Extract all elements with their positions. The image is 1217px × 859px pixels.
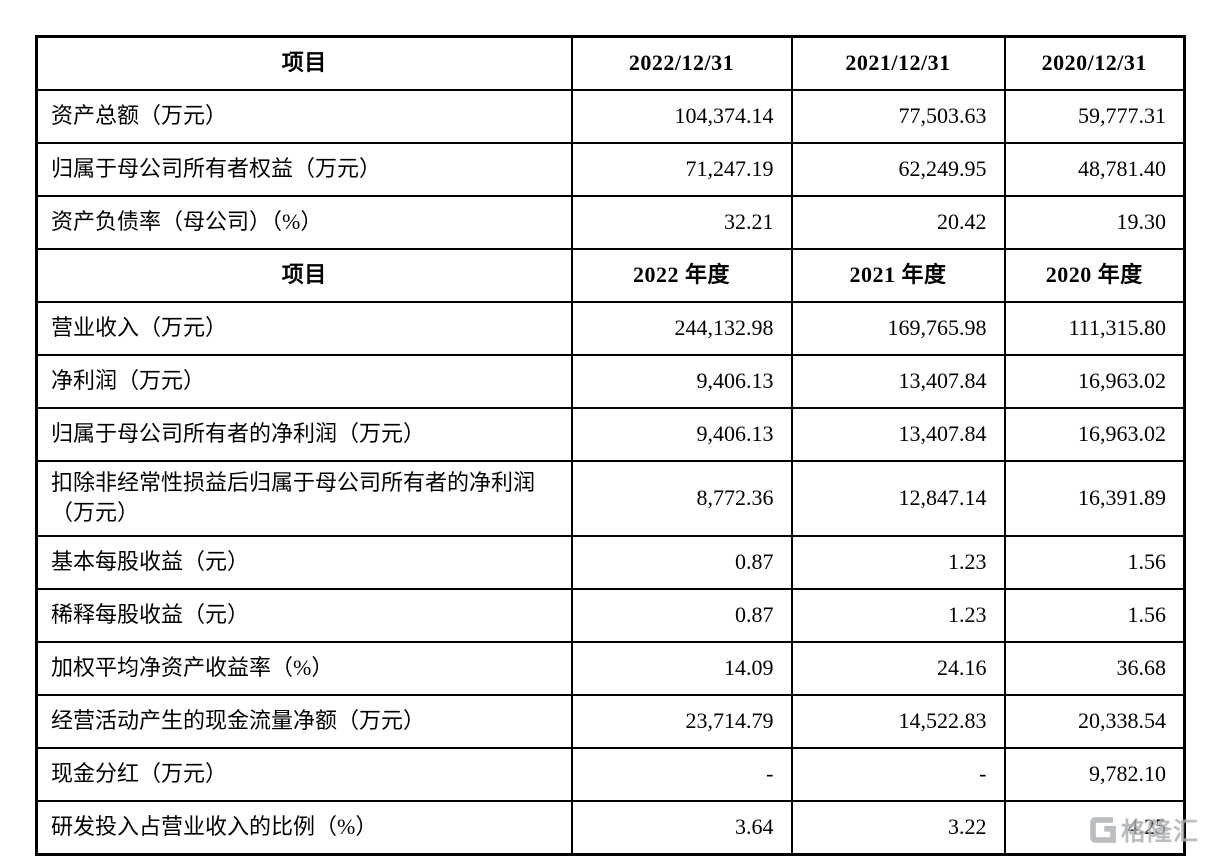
cell-value: 3.64 (570, 800, 793, 856)
column-header-2021-annual: 2021 年度 (790, 247, 1006, 303)
column-header-2021-12-31: 2021/12/31 (790, 35, 1006, 91)
cell-value: 9,406.13 (570, 353, 793, 409)
cell-value: 32.21 (570, 194, 793, 250)
column-header-item: 项目 (35, 247, 573, 303)
cell-value: 244,132.98 (570, 300, 793, 356)
table-row-operating-cash-flow: 经营活动产生的现金流量净额（万元） 23,714.79 14,522.83 20… (35, 694, 1186, 750)
cell-value: 169,765.98 (790, 300, 1006, 356)
cell-value: - (790, 747, 1006, 803)
row-label: 净利润（万元） (35, 353, 573, 409)
cell-value: - (570, 747, 793, 803)
column-header-2020-12-31: 2020/12/31 (1003, 35, 1186, 91)
row-label: 现金分红（万元） (35, 747, 573, 803)
cell-value: 48,781.40 (1003, 141, 1186, 197)
column-header-item: 项目 (35, 35, 573, 91)
cell-value: 13,407.84 (790, 406, 1006, 462)
row-label: 加权平均净资产收益率（%） (35, 641, 573, 697)
cell-value: 104,374.14 (570, 88, 793, 144)
cell-value: 0.87 (570, 535, 793, 591)
cell-value: 14.09 (570, 641, 793, 697)
cell-value: 8,772.36 (570, 459, 793, 538)
cell-value: 59,777.31 (1003, 88, 1186, 144)
table-row-parent-net-profit: 归属于母公司所有者的净利润（万元） 9,406.13 13,407.84 16,… (35, 406, 1186, 462)
row-label: 稀释每股收益（元） (35, 588, 573, 644)
row-label: 扣除非经常性损益后归属于母公司所有者的净利润（万元） (35, 459, 573, 538)
table-row-weighted-roe: 加权平均净资产收益率（%） 14.09 24.16 36.68 (35, 641, 1186, 697)
cell-value: 4.25 (1003, 800, 1186, 856)
table-row-total-assets: 资产总额（万元） 104,374.14 77,503.63 59,777.31 (35, 88, 1186, 144)
cell-value: 23,714.79 (570, 694, 793, 750)
cell-value: 9,406.13 (570, 406, 793, 462)
row-label: 基本每股收益（元） (35, 535, 573, 591)
cell-value: 16,963.02 (1003, 406, 1186, 462)
cell-value: 13,407.84 (790, 353, 1006, 409)
cell-value: 3.22 (790, 800, 1006, 856)
row-label: 归属于母公司所有者权益（万元） (35, 141, 573, 197)
cell-value: 24.16 (790, 641, 1006, 697)
table-row-parent-equity: 归属于母公司所有者权益（万元） 71,247.19 62,249.95 48,7… (35, 141, 1186, 197)
row-label: 归属于母公司所有者的净利润（万元） (35, 406, 573, 462)
cell-value: 36.68 (1003, 641, 1186, 697)
table-row-operating-revenue: 营业收入（万元） 244,132.98 169,765.98 111,315.8… (35, 300, 1186, 356)
row-label: 资产总额（万元） (35, 88, 573, 144)
column-header-2022-12-31: 2022/12/31 (570, 35, 793, 91)
row-label: 经营活动产生的现金流量净额（万元） (35, 694, 573, 750)
table-row-rd-ratio: 研发投入占营业收入的比例（%） 3.64 3.22 4.25 (35, 800, 1186, 856)
cell-value: 14,522.83 (790, 694, 1006, 750)
cell-value: 71,247.19 (570, 141, 793, 197)
cell-value: 0.87 (570, 588, 793, 644)
cell-value: 20.42 (790, 194, 1006, 250)
cell-value: 1.56 (1003, 535, 1186, 591)
cell-value: 77,503.63 (790, 88, 1006, 144)
cell-value: 16,963.02 (1003, 353, 1186, 409)
financial-summary-table: 项目 2022/12/31 2021/12/31 2020/12/31 资产总额… (35, 35, 1186, 856)
table-row-debt-ratio: 资产负债率（母公司）（%） 32.21 20.42 19.30 (35, 194, 1186, 250)
column-header-2022-annual: 2022 年度 (570, 247, 793, 303)
cell-value: 1.23 (790, 535, 1006, 591)
row-label: 研发投入占营业收入的比例（%） (35, 800, 573, 856)
cell-value: 19.30 (1003, 194, 1186, 250)
table-row-diluted-eps: 稀释每股收益（元） 0.87 1.23 1.56 (35, 588, 1186, 644)
table-row-deducted-net-profit: 扣除非经常性损益后归属于母公司所有者的净利润（万元） 8,772.36 12,8… (35, 459, 1186, 538)
cell-value: 1.56 (1003, 588, 1186, 644)
table-header-row-balance: 项目 2022/12/31 2021/12/31 2020/12/31 (35, 35, 1186, 91)
cell-value: 111,315.80 (1003, 300, 1186, 356)
financial-table: 项目 2022/12/31 2021/12/31 2020/12/31 资产总额… (35, 35, 1186, 856)
cell-value: 20,338.54 (1003, 694, 1186, 750)
table-row-cash-dividend: 现金分红（万元） - - 9,782.10 (35, 747, 1186, 803)
cell-value: 12,847.14 (790, 459, 1006, 538)
table-row-net-profit: 净利润（万元） 9,406.13 13,407.84 16,963.02 (35, 353, 1186, 409)
cell-value: 9,782.10 (1003, 747, 1186, 803)
cell-value: 62,249.95 (790, 141, 1006, 197)
row-label: 营业收入（万元） (35, 300, 573, 356)
row-label: 资产负债率（母公司）（%） (35, 194, 573, 250)
cell-value: 1.23 (790, 588, 1006, 644)
table-header-row-annual: 项目 2022 年度 2021 年度 2020 年度 (35, 247, 1186, 303)
cell-value: 16,391.89 (1003, 459, 1186, 538)
column-header-2020-annual: 2020 年度 (1003, 247, 1186, 303)
table-row-basic-eps: 基本每股收益（元） 0.87 1.23 1.56 (35, 535, 1186, 591)
